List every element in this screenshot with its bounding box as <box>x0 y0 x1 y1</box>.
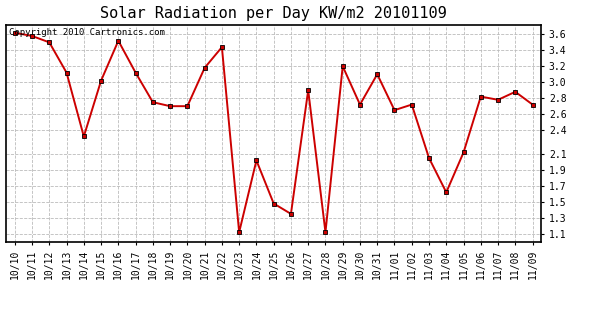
Title: Solar Radiation per Day KW/m2 20101109: Solar Radiation per Day KW/m2 20101109 <box>100 6 447 21</box>
Text: Copyright 2010 Cartronics.com: Copyright 2010 Cartronics.com <box>9 28 165 37</box>
